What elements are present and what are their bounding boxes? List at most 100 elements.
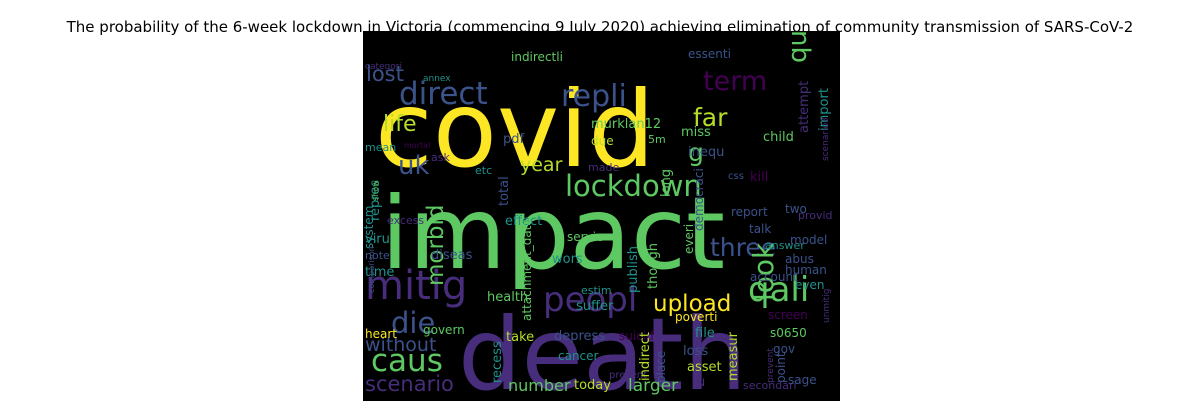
cloud-word-abus: abus [785, 252, 814, 266]
cloud-word-murklan12: murklan12 [591, 117, 661, 132]
cloud-word-suffer: suffer [576, 299, 614, 314]
cloud-word-depress: depress [554, 329, 605, 344]
cloud-word-talk: talk [749, 222, 771, 236]
chart-title: The probability of the 6-week lockdown i… [66, 18, 1134, 36]
cloud-word-repres: repres [368, 180, 383, 221]
cloud-word-human: human [785, 263, 827, 277]
cloud-word-file: file [695, 326, 715, 341]
cloud-word-sage: sage [788, 373, 817, 387]
cloud-word-cancer: cancer [558, 349, 599, 363]
cloud-word-two: two [785, 202, 807, 216]
cloud-word-pdf: pdf [503, 132, 525, 147]
cloud-word-life: life [383, 112, 417, 137]
cloud-word-estim: estim [581, 284, 612, 297]
cloud-word-suicid: suicid [619, 329, 654, 343]
cloud-word-today: today [574, 378, 611, 393]
cloud-word-wors: wors [552, 252, 583, 267]
cloud-word-ask: ask [431, 151, 450, 164]
cloud-word-attempt: attempt [797, 81, 812, 133]
cloud-word-effect: effect [505, 214, 542, 229]
cloud-word-poverti: poverti [675, 310, 717, 324]
cloud-word-die: die [391, 306, 435, 340]
cloud-word-report: report [731, 205, 768, 219]
cloud-word-gov: gov [773, 342, 795, 356]
cloud-word-g: g [688, 138, 704, 167]
cloud-word-take: take [506, 330, 534, 345]
cloud-word-democraci: democraci [692, 168, 706, 231]
cloud-word-publish: publish [626, 246, 641, 293]
cloud-word-child: child [763, 130, 794, 145]
cloud-word-diseas: diseas [431, 248, 473, 263]
cloud-word-point: point [774, 352, 788, 383]
cloud-word-scenario3: scenario3 [821, 117, 831, 161]
cloud-word-provid: provid [798, 209, 833, 222]
cloud-word-scenario: scenario [365, 372, 454, 396]
cloud-word-though: though [646, 243, 661, 289]
cloud-word-recess: recess [490, 341, 505, 383]
cloud-word-morbid: morbid [423, 204, 449, 286]
cloud-word-system: system [363, 206, 376, 249]
cloud-word-s0650: s0650 [770, 326, 807, 340]
cloud-word-etc: etc [475, 164, 492, 177]
cloud-word-lost: lost [366, 62, 404, 86]
cloud-word-loss: loss [683, 344, 708, 359]
cloud-word-answer: answer [765, 239, 805, 252]
cloud-word-look: look [747, 242, 780, 301]
cloud-word-annex: annex [423, 74, 451, 84]
cloud-word-screen: screen [768, 308, 808, 322]
cloud-word-heart: heart [365, 327, 397, 341]
cloud-word-qali: qali [748, 270, 809, 310]
cloud-word-govern: govern [423, 323, 465, 337]
cloud-word-peopl: peopl [543, 280, 637, 320]
cloud-word-viru: viru [365, 232, 390, 247]
cloud-word-excess: excess [387, 214, 424, 227]
cloud-word-css: css [728, 171, 744, 182]
word-cloud: covid impact death lockdown mitig peopl qali di… [363, 31, 840, 401]
cloud-word-year: year [520, 154, 563, 176]
cloud-word-kill: kill [750, 170, 768, 185]
cloud-word-made: made [588, 161, 619, 174]
cloud-word-present: present [609, 370, 647, 381]
cloud-word-uk: uk [398, 151, 430, 181]
cloud-word-comparison: comparison [367, 246, 376, 293]
cloud-word-even: even [795, 278, 824, 292]
cloud-word-secondari: secondari [743, 379, 797, 392]
cloud-word-health: health [487, 290, 528, 305]
cloud-word-u: u [697, 375, 705, 390]
cloud-word-unmitig: unmitig [822, 289, 832, 323]
cloud-word-number: number [508, 376, 571, 395]
cloud-word-import: import [817, 88, 832, 131]
cloud-word-time: time [365, 265, 394, 280]
cloud-word-asset: asset [687, 360, 722, 375]
cloud-word-impact: impact [381, 175, 725, 292]
cloud-word-question: question [783, 31, 813, 63]
cloud-word-term: term [703, 66, 767, 97]
cloud-word-attachment-data: attachment_data [520, 218, 534, 321]
cloud-word-long: long [659, 169, 674, 197]
cloud-word-mitig: mitig [365, 263, 467, 309]
cloud-word-lockdown: lockdown [565, 169, 702, 203]
cloud-word-due: due [591, 134, 614, 148]
cloud-word-miss: miss [681, 125, 711, 140]
cloud-word-mean: mean [365, 141, 396, 154]
cloud-word-model: model [790, 233, 827, 247]
cloud-word-indirect: indirect [638, 332, 653, 381]
cloud-word-covid: covid [375, 69, 655, 191]
cloud-word-total: total [497, 176, 512, 206]
cloud-word-place: place [654, 351, 668, 383]
cloud-word-essenti: essenti [688, 47, 731, 61]
cloud-word-repli: repli [561, 79, 627, 114]
cloud-word-measur: measur [726, 331, 741, 381]
cloud-word-categori: categori [365, 62, 402, 72]
cloud-word-death: death [458, 296, 747, 401]
cloud-word-mortal: mortal [404, 141, 430, 150]
cloud-word-5m: 5m [648, 133, 666, 146]
cloud-word-everi: everi [682, 224, 696, 254]
cloud-word-account: account [750, 270, 798, 284]
cloud-word-upload: upload [653, 291, 731, 317]
cloud-word-note: note [365, 249, 390, 262]
cloud-word-indirectli: indirectli [511, 50, 563, 64]
cloud-word-three: three [710, 233, 776, 262]
cloud-word-larger: larger [628, 376, 678, 396]
